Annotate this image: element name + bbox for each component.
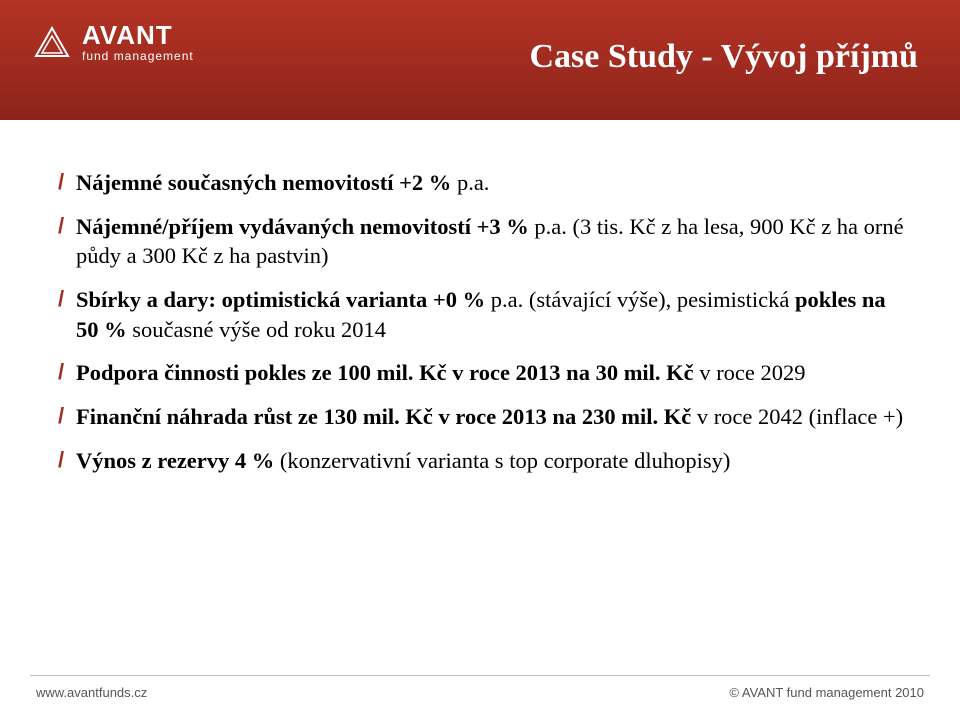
list-item: / Finanční náhrada růst ze 130 mil. Kč v… [58, 402, 908, 432]
item-tail: p.a. [451, 170, 489, 195]
item-text: Podpora činnosti pokles ze 100 mil. Kč v… [76, 358, 908, 388]
item-bold: Nájemné současných nemovitostí +2 % [76, 170, 451, 195]
logo-text: AVANT fund management [82, 22, 194, 62]
list-item: / Sbírky a dary: optimistická varianta +… [58, 285, 908, 344]
item-bold: Finanční náhrada růst ze 130 mil. Kč v r… [76, 404, 691, 429]
bullet-icon: / [58, 358, 76, 388]
footer-divider [30, 675, 930, 676]
list-item: / Nájemné/příjem vydávaných nemovitostí … [58, 212, 908, 271]
bullet-icon: / [58, 402, 76, 432]
triangle-icon [32, 22, 72, 62]
item-text: Nájemné/příjem vydávaných nemovitostí +3… [76, 212, 908, 271]
item-tail: současné výše od roku 2014 [127, 317, 386, 342]
item-bold: Výnos z rezervy 4 % [76, 448, 274, 473]
item-bold: Nájemné/příjem vydávaných nemovitostí +3… [76, 214, 529, 239]
item-text: Výnos z rezervy 4 % (konzervativní varia… [76, 446, 908, 476]
footer-left: www.avantfunds.cz [36, 685, 147, 700]
list-item: / Podpora činnosti pokles ze 100 mil. Kč… [58, 358, 908, 388]
item-tail: (konzervativní varianta s top corporate … [274, 448, 730, 473]
bullet-icon: / [58, 212, 76, 271]
item-text: Nájemné současných nemovitostí +2 % p.a. [76, 168, 908, 198]
bullet-icon: / [58, 285, 76, 344]
list-item: / Výnos z rezervy 4 % (konzervativní var… [58, 446, 908, 476]
item-text: Finanční náhrada růst ze 130 mil. Kč v r… [76, 402, 908, 432]
page-title: Case Study - Vývoj příjmů [529, 38, 918, 76]
list-item: / Nájemné současných nemovitostí +2 % p.… [58, 168, 908, 198]
body-content: / Nájemné současných nemovitostí +2 % p.… [58, 168, 908, 490]
item-tail: v roce 2029 [694, 360, 806, 385]
item-bold: Sbírky a dary: optimistická varianta +0 … [76, 287, 485, 312]
logo-subtitle: fund management [82, 50, 194, 62]
item-text: Sbírky a dary: optimistická varianta +0 … [76, 285, 908, 344]
item-bold: Podpora činnosti pokles ze 100 mil. Kč v… [76, 360, 694, 385]
item-tail: p.a. (stávající výše), pesimistická [485, 287, 795, 312]
bullet-icon: / [58, 168, 76, 198]
bullet-icon: / [58, 446, 76, 476]
logo: AVANT fund management [32, 22, 194, 62]
item-tail: v roce 2042 (inflace +) [691, 404, 903, 429]
slide: AVANT fund management Case Study - Vývoj… [0, 0, 960, 716]
footer-right: © AVANT fund management 2010 [729, 685, 924, 700]
logo-name: AVANT [82, 22, 194, 48]
